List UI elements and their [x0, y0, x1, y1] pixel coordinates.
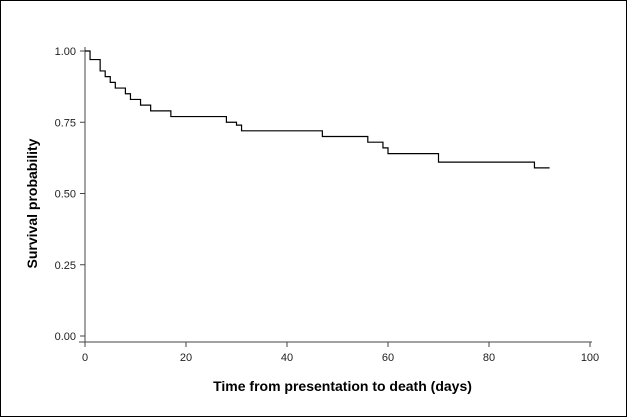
- x-tick-label: 60: [382, 352, 394, 364]
- x-tick-label: 80: [483, 352, 495, 364]
- y-ticks: 0.00 0.25 0.50 0.75 1.00: [55, 46, 85, 343]
- y-tick-label: 0.25: [55, 260, 76, 272]
- y-tick-label: 0.50: [55, 189, 76, 201]
- x-ticks: 0 20 40 60 80 100: [82, 342, 599, 364]
- y-tick-label: 1.00: [55, 46, 76, 58]
- survival-curve: [85, 50, 550, 169]
- x-tick-label: 20: [180, 352, 192, 364]
- y-tick-label: 0.75: [55, 117, 76, 129]
- axes: [79, 47, 592, 343]
- x-tick-label: 0: [82, 352, 88, 364]
- y-axis-title: Survival probability: [24, 138, 40, 268]
- x-axis-title: Time from presentation to death (days): [213, 378, 472, 394]
- x-tick-label: 100: [581, 352, 599, 364]
- y-tick-label: 0.00: [55, 331, 76, 343]
- x-tick-label: 40: [281, 352, 293, 364]
